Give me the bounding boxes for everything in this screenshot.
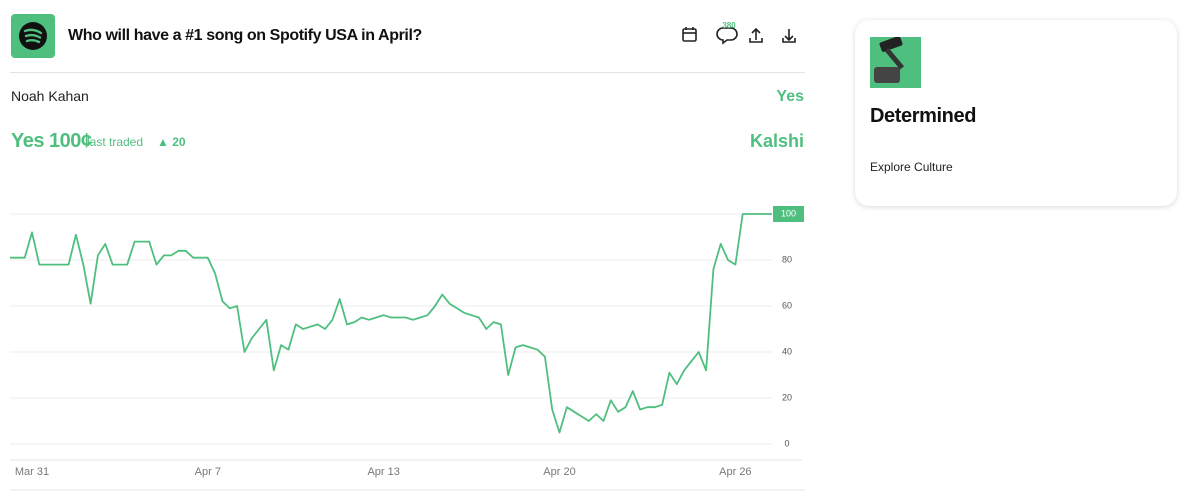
- outcome-name: Noah Kahan: [11, 88, 89, 104]
- card-link[interactable]: Explore Culture: [870, 160, 953, 174]
- share-icon[interactable]: [749, 27, 763, 43]
- y-tick-label: 20: [782, 392, 792, 402]
- x-tick-label: Apr 20: [543, 466, 575, 478]
- card-image: [870, 37, 921, 88]
- divider: [10, 72, 805, 73]
- comment-icon[interactable]: [716, 27, 738, 45]
- source-logo: Kalshi: [749, 131, 804, 151]
- calendar-icon[interactable]: [682, 27, 697, 42]
- status-card: Determined Explore Culture: [855, 20, 1177, 206]
- comment-count: 380: [722, 21, 736, 30]
- outcome-side[interactable]: Yes: [776, 88, 804, 105]
- x-tick-label: Mar 31: [15, 466, 49, 478]
- y-tick-label: 80: [782, 254, 792, 264]
- x-tick-label: Apr 13: [367, 466, 399, 478]
- price-change: ▲ 20: [157, 135, 186, 149]
- x-tick-label: Apr 26: [719, 466, 751, 478]
- market-icon: [11, 14, 55, 58]
- price-chart: 0 20 40 60 80 100 Mar 31 Apr 7 Apr 13 Apr 20 Apr 2…: [10, 206, 805, 491]
- last-value-box: [773, 206, 804, 222]
- card-status: Determined: [870, 105, 977, 127]
- x-tick-label: Apr 7: [195, 466, 221, 478]
- last-traded: last traded: [87, 135, 144, 149]
- download-icon[interactable]: [782, 29, 796, 43]
- last-value-label: 100: [781, 208, 796, 218]
- y-tick-label: 0: [784, 438, 789, 448]
- y-tick-label: 60: [782, 300, 792, 310]
- market-title: Who will have a #1 song on Spotify USA i…: [68, 27, 422, 44]
- price: Yes 100¢: [11, 130, 92, 152]
- y-tick-label: 40: [782, 346, 792, 356]
- price-line: [10, 213, 772, 434]
- toolbar: 380: [682, 21, 796, 45]
